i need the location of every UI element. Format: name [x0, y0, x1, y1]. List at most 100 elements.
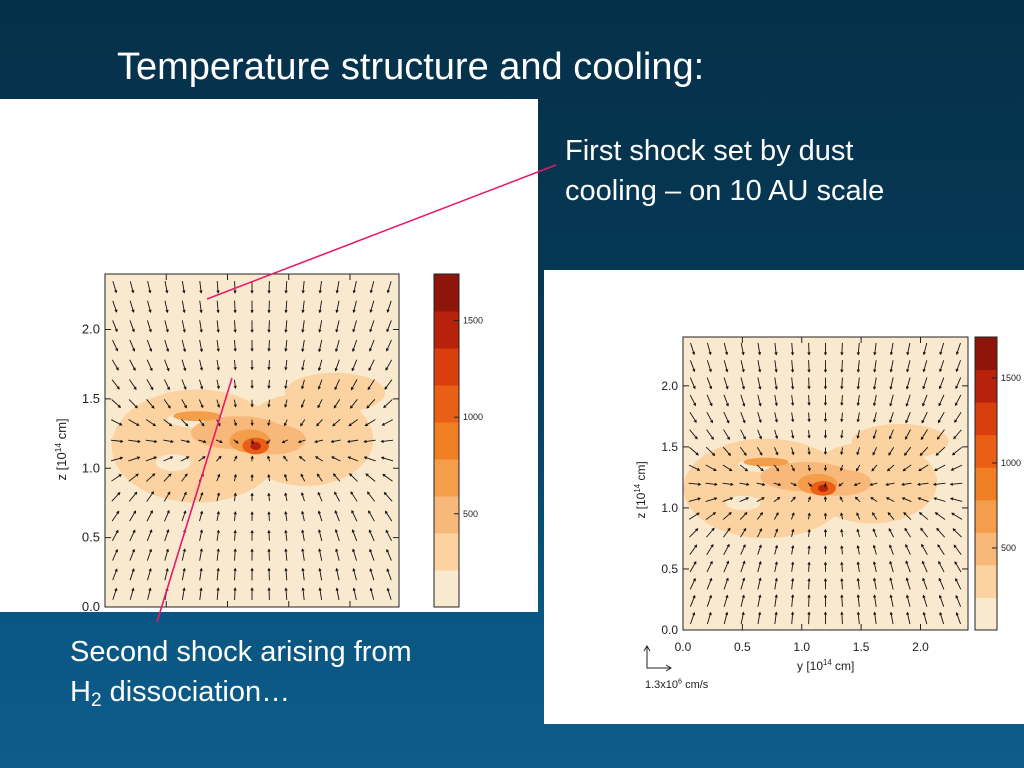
- velocity-arrow: [874, 342, 877, 355]
- velocity-arrowhead: [757, 352, 762, 356]
- velocity-arrowhead: [284, 348, 288, 352]
- velocity-arrowhead: [758, 560, 762, 565]
- velocity-arrow: [791, 377, 794, 389]
- velocity-arrowhead: [182, 567, 186, 572]
- velocity-arrow: [301, 530, 305, 541]
- first-shock-caption-line1: First shock set by dust: [565, 135, 854, 167]
- velocity-arrowhead: [114, 309, 118, 313]
- velocity-arrow: [368, 510, 375, 522]
- velocity-arrow: [791, 412, 794, 422]
- colorbar-segment: [434, 459, 459, 497]
- colorbar-tick-label: 500: [1001, 543, 1016, 553]
- velocity-arrow: [690, 360, 695, 372]
- velocity-arrowhead: [199, 548, 203, 552]
- velocity-arrowhead: [267, 473, 271, 478]
- velocity-arrow: [808, 562, 810, 572]
- velocity-arrowhead: [137, 439, 141, 443]
- colorbar-segment: [975, 532, 997, 566]
- slide-title: Temperature structure and cooling:: [117, 46, 705, 88]
- velocity-arrow: [808, 447, 810, 455]
- velocity-arrowhead: [351, 367, 355, 372]
- velocity-arrow: [740, 595, 745, 607]
- velocity-arrowhead: [166, 509, 170, 514]
- velocity-arrowhead: [729, 497, 734, 501]
- velocity-arrow: [301, 399, 305, 408]
- velocity-arrow: [199, 300, 202, 313]
- velocity-arrow: [181, 399, 187, 408]
- y-tick-label: 1.0: [82, 460, 100, 475]
- velocity-arrow: [841, 342, 843, 355]
- velocity-arrow: [163, 491, 171, 502]
- velocity-arrow: [705, 482, 717, 486]
- velocity-arrowhead: [807, 545, 811, 549]
- velocity-arrow: [268, 474, 270, 482]
- velocity-arrowhead: [352, 348, 356, 352]
- velocity-arrow: [146, 339, 152, 352]
- velocity-arrowhead: [869, 482, 873, 486]
- velocity-arrow: [145, 456, 157, 462]
- velocity-arrowhead: [352, 290, 356, 294]
- vector-scale-arrows: [646, 646, 671, 669]
- velocity-arrow: [382, 474, 393, 482]
- velocity-arrow: [887, 512, 895, 520]
- velocity-arrow: [146, 549, 152, 561]
- velocity-arrow: [870, 497, 878, 503]
- velocity-arrow: [841, 562, 843, 572]
- velocity-arrowhead: [167, 405, 171, 409]
- velocity-arrow: [935, 446, 946, 456]
- velocity-arrow: [180, 456, 189, 462]
- velocity-arrow: [757, 561, 762, 573]
- velocity-arrowhead: [758, 386, 762, 390]
- velocity-arrowhead: [954, 402, 958, 407]
- velocity-arrowhead: [369, 587, 373, 592]
- velocity-arrow: [234, 530, 236, 541]
- velocity-arrowhead: [250, 422, 254, 427]
- velocity-arrow: [335, 320, 340, 332]
- velocity-arrow: [318, 339, 323, 352]
- x-tick-label: 2.0: [912, 640, 929, 654]
- velocity-arrowhead: [922, 386, 926, 390]
- velocity-arrowhead: [335, 329, 339, 333]
- velocity-arrowhead: [368, 529, 372, 533]
- velocity-arrow: [365, 419, 376, 426]
- velocity-arrowhead: [284, 511, 288, 515]
- velocity-arrowhead: [114, 568, 118, 572]
- velocity-arrowhead: [250, 511, 254, 515]
- velocity-arrow: [922, 561, 928, 573]
- velocity-arrow: [234, 512, 236, 521]
- velocity-arrowhead: [381, 422, 385, 426]
- velocity-arrow: [889, 578, 894, 590]
- velocity-arrow: [956, 612, 961, 625]
- velocity-arrowhead: [233, 587, 237, 591]
- velocity-arrowhead: [384, 386, 388, 390]
- velocity-arrowhead: [135, 473, 139, 477]
- velocity-arrowhead: [839, 496, 843, 500]
- velocity-arrowhead: [250, 329, 254, 333]
- velocity-arrowhead: [170, 439, 174, 444]
- velocity-arrowhead: [840, 435, 844, 439]
- velocity-arrowhead: [807, 561, 811, 566]
- velocity-arrow: [234, 359, 236, 370]
- velocity-arrow: [857, 429, 860, 439]
- velocity-arrowhead: [382, 473, 386, 477]
- velocity-arrowhead: [301, 290, 305, 294]
- velocity-arrow: [315, 456, 324, 462]
- velocity-arrowhead: [774, 544, 779, 549]
- velocity-arrowhead: [920, 436, 924, 441]
- velocity-arrowhead: [856, 369, 860, 373]
- velocity-arrow: [938, 394, 945, 406]
- velocity-arrowhead: [183, 491, 187, 496]
- velocity-arrow: [938, 411, 945, 423]
- velocity-arrow: [922, 578, 928, 590]
- velocity-arrow: [352, 339, 358, 352]
- velocity-arrow: [706, 595, 712, 607]
- velocity-arrowhead: [856, 594, 860, 598]
- velocity-arrow: [234, 549, 236, 561]
- velocity-arrow: [921, 544, 928, 556]
- velocity-arrow: [723, 411, 730, 423]
- velocity-arrow: [351, 510, 358, 522]
- velocity-arrowhead: [250, 309, 254, 314]
- velocity-arrowhead: [151, 405, 155, 409]
- velocity-arrowhead: [166, 386, 170, 391]
- velocity-arrowhead: [335, 290, 339, 294]
